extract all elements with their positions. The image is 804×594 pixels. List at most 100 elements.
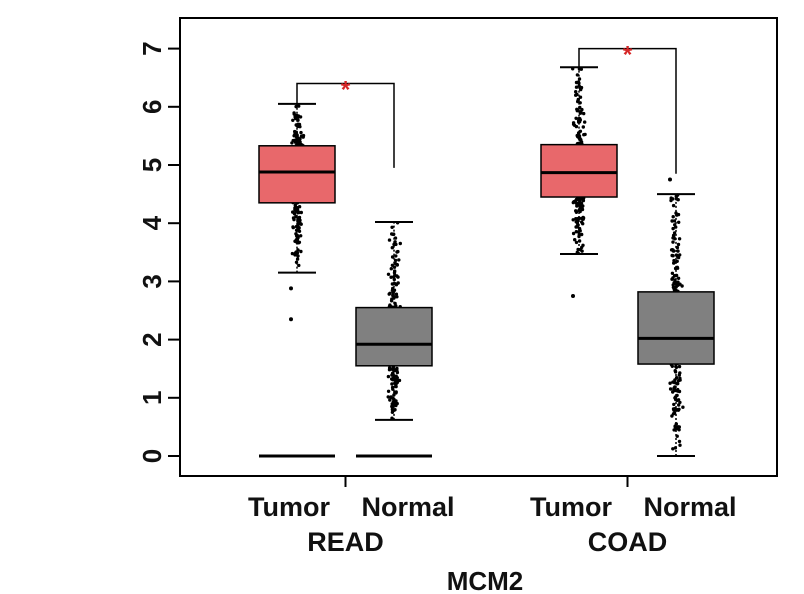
- data-point: [671, 240, 675, 244]
- data-point: [669, 196, 673, 200]
- data-point: [678, 400, 682, 405]
- outlier-point: [668, 177, 672, 182]
- data-point: [390, 410, 395, 414]
- data-point: [395, 250, 399, 254]
- data-point: [670, 364, 674, 368]
- data-point: [671, 447, 675, 451]
- y-tick-label: 7: [137, 41, 167, 55]
- category-label: Normal: [361, 492, 454, 522]
- y-tick-label: 5: [137, 158, 167, 172]
- data-point: [574, 240, 579, 245]
- data-point: [678, 443, 682, 447]
- data-point: [297, 226, 301, 230]
- data-point: [671, 203, 676, 208]
- data-point: [672, 258, 676, 263]
- data-point: [671, 412, 676, 416]
- data-point: [299, 234, 303, 238]
- data-point: [670, 271, 675, 275]
- data-point: [681, 405, 685, 409]
- y-tick-label: 3: [137, 274, 167, 288]
- data-point: [676, 379, 681, 383]
- plot-frame: [179, 17, 778, 477]
- data-point: [386, 395, 390, 399]
- significance-markers: **: [296, 42, 677, 174]
- data-point: [677, 220, 681, 224]
- data-point: [387, 292, 391, 296]
- y-axis: 0 1 2 3 4 5 6 7: [137, 41, 180, 463]
- data-point: [395, 376, 399, 380]
- data-point: [668, 381, 672, 385]
- data-point: [390, 246, 394, 250]
- data-point: [299, 130, 303, 135]
- data-point: [581, 217, 585, 221]
- data-point: [668, 387, 673, 391]
- data-point: [299, 210, 303, 215]
- data-point: [395, 366, 399, 371]
- jitter-points: [288, 67, 686, 451]
- data-point: [676, 212, 681, 217]
- data-point: [396, 379, 400, 383]
- significance-star: *: [341, 77, 351, 104]
- data-point: [672, 402, 676, 407]
- data-point: [582, 133, 586, 137]
- data-point: [670, 219, 674, 223]
- box: [637, 291, 715, 365]
- data-point: [671, 226, 675, 231]
- data-point: [292, 217, 296, 222]
- data-point: [386, 272, 391, 276]
- data-point: [671, 380, 675, 384]
- data-point: [574, 210, 579, 214]
- data-point: [677, 237, 682, 241]
- box: [355, 306, 433, 367]
- significance-star: *: [623, 42, 633, 69]
- data-point: [398, 241, 402, 246]
- data-point: [299, 249, 303, 254]
- data-point: [669, 248, 674, 252]
- data-point: [671, 254, 675, 258]
- significance-bracket: [296, 82, 395, 168]
- data-point: [388, 366, 392, 371]
- data-point: [571, 218, 575, 222]
- category-label: Normal: [643, 492, 736, 522]
- outlier-point: [289, 286, 293, 291]
- group-label: READ: [307, 527, 384, 557]
- data-point: [673, 223, 677, 227]
- data-point: [290, 141, 294, 145]
- data-point: [574, 124, 579, 129]
- group-label: COAD: [588, 527, 668, 557]
- data-point: [579, 67, 583, 71]
- data-point: [673, 395, 678, 399]
- data-point: [579, 85, 584, 90]
- data-point: [394, 384, 398, 389]
- data-point: [392, 242, 396, 247]
- y-tick-label: 4: [137, 215, 167, 230]
- data-point: [389, 267, 393, 271]
- data-point: [574, 230, 578, 234]
- data-point: [386, 374, 391, 379]
- data-point: [581, 125, 585, 129]
- data-point: [299, 134, 304, 138]
- data-point: [676, 387, 680, 392]
- data-point: [297, 263, 301, 268]
- data-point: [676, 242, 681, 247]
- y-tick-label: 2: [137, 332, 167, 346]
- data-point: [580, 107, 584, 112]
- data-point: [678, 371, 682, 375]
- data-point: [390, 404, 394, 409]
- data-point: [574, 80, 579, 85]
- data-point: [292, 134, 296, 138]
- x-axis: Tumor Normal READ Tumor Normal COAD: [248, 476, 737, 557]
- data-point: [574, 116, 578, 121]
- x-axis-title: MCM2: [447, 566, 524, 594]
- data-point: [676, 398, 681, 402]
- data-point: [390, 407, 395, 412]
- data-point: [573, 199, 578, 203]
- data-point: [389, 275, 393, 279]
- data-point: [571, 231, 576, 236]
- data-point: [676, 198, 680, 202]
- data-point: [581, 222, 585, 226]
- data-point: [676, 249, 680, 253]
- data-point: [574, 85, 579, 89]
- data-point: [672, 219, 677, 223]
